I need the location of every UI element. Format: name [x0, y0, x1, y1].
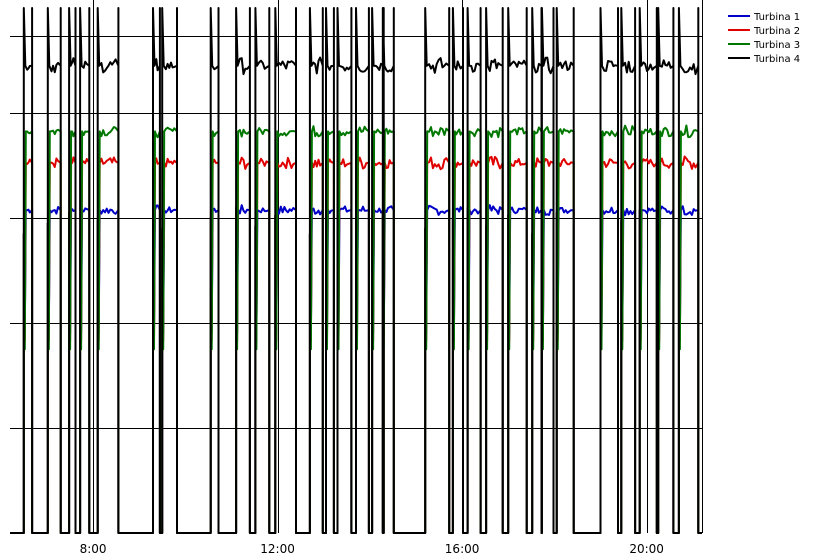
x-axis: 8:00 12:00 16:00 20:00 [80, 542, 664, 556]
x-tick-label: 12:00 [260, 542, 295, 556]
legend-label: Turbina 2 [753, 26, 800, 37]
legend-label: Turbina 3 [753, 40, 800, 51]
legend: Turbina 1 Turbina 2 Turbina 3 Turbina 4 [728, 12, 800, 65]
x-tick-label: 16:00 [445, 542, 480, 556]
series-line-turbina-4 [10, 7, 702, 534]
x-tick-label: 20:00 [629, 542, 664, 556]
x-tick-label: 8:00 [80, 542, 107, 556]
series-layer [10, 7, 702, 534]
legend-label: Turbina 1 [753, 12, 800, 23]
legend-label: Turbina 4 [753, 54, 800, 65]
